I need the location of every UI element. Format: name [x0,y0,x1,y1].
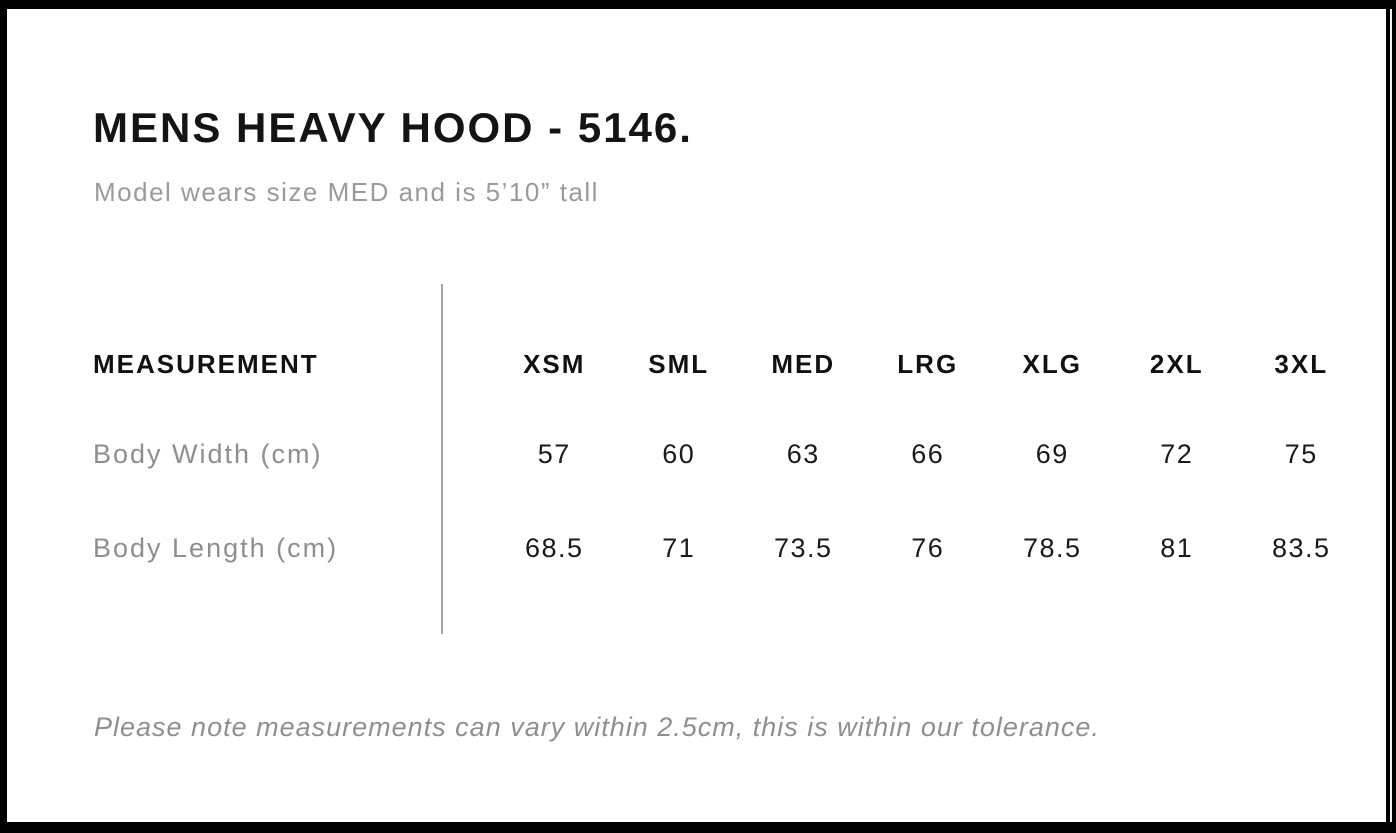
size-column-header: XSM [523,349,586,379]
size-column-header: XLG [1022,349,1082,379]
table-vertical-divider [441,284,443,634]
right-edge-hairline [1390,9,1392,822]
size-column-header: 2XL [1149,349,1204,379]
product-title: MENS HEAVY HOOD - 5146. [93,104,693,151]
row-label: Body Width (cm) [93,439,323,469]
measurement-value: 75 [1284,439,1318,469]
measurement-value: 78.5 [1022,533,1082,563]
row-label: Body Length (cm) [93,533,339,563]
model-size-info: Model wears size MED and is 5’10” tall [94,177,599,207]
measurement-value: 69 [1035,439,1069,469]
measurement-value: 73.5 [773,533,833,563]
measurement-value: 71 [662,533,696,563]
size-column-header: SML [648,349,710,379]
table-row: Body Width (cm) 57 60 63 66 69 72 75 [93,441,1364,468]
size-column-header: MED [771,349,836,379]
measurement-column-header: MEASUREMENT [93,349,319,379]
size-column-header: 3XL [1274,349,1329,379]
tolerance-note: Please note measurements can vary within… [94,712,1100,742]
measurement-value: 72 [1160,439,1194,469]
size-chart-header-row: MEASUREMENT XSM SML MED LRG XLG 2XL 3XL [93,351,1364,377]
measurement-value: 60 [662,439,696,469]
measurement-value: 57 [537,439,571,469]
measurement-value: 83.5 [1271,533,1331,563]
size-column-header: LRG [897,349,959,379]
content-area: MENS HEAVY HOOD - 5146. Model wears size… [7,9,1386,822]
table-row: Body Length (cm) 68.5 71 73.5 76 78.5 81 83.5 [93,535,1364,562]
measurement-value: 68.5 [524,533,584,563]
measurement-value: 76 [911,533,945,563]
measurement-value: 63 [786,439,820,469]
measurement-value: 66 [911,439,945,469]
measurement-value: 81 [1160,533,1194,563]
